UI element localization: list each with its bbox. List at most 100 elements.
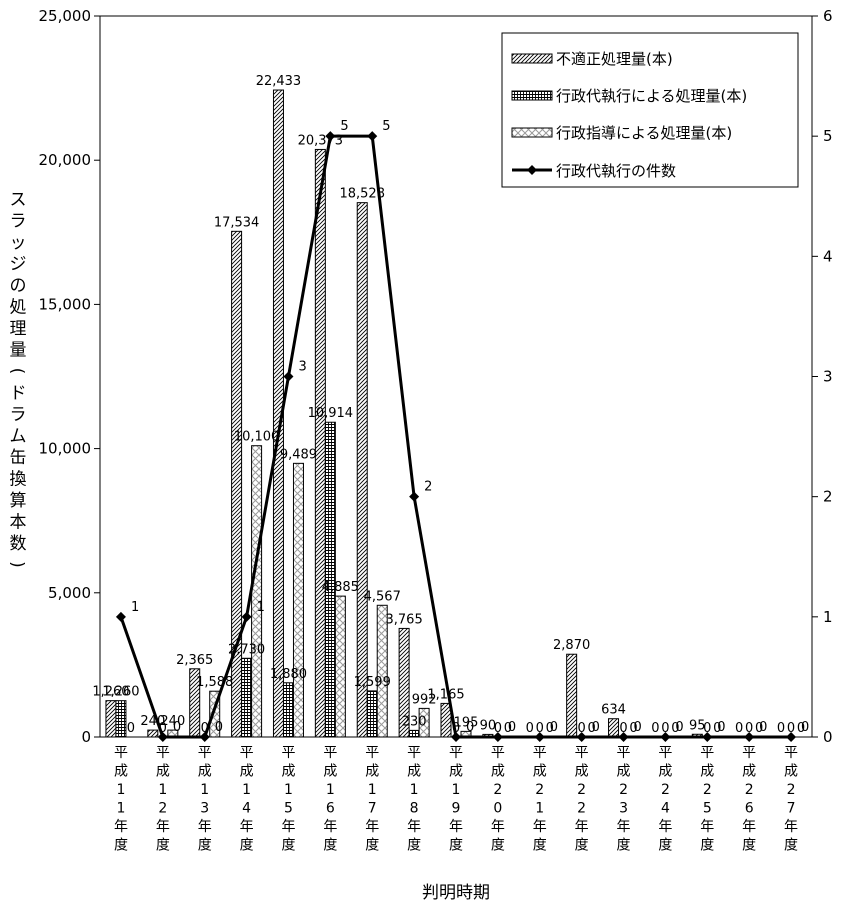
category-char: 2 [577, 782, 586, 798]
category-char: 成 [449, 764, 463, 780]
category-char: 平 [700, 745, 714, 761]
category-char: 度 [114, 838, 128, 854]
bar-guidance-label: 9,489 [280, 447, 317, 462]
bar-guidance [292, 462, 304, 738]
category-char: 年 [323, 819, 337, 835]
bar-improper [608, 718, 620, 738]
category-char: 度 [323, 838, 337, 854]
category-char: 1 [158, 782, 167, 798]
bar-execution-label: 1,880 [270, 667, 307, 682]
category-char: 度 [156, 838, 170, 854]
right-tick-label: 3 [823, 368, 833, 386]
bar-execution [408, 729, 420, 738]
x-axis-title: 判明時期 [422, 883, 490, 903]
bar-improper-label: 17,534 [214, 215, 260, 230]
category-char: 成 [323, 764, 337, 780]
bar-improper-label: 0 [777, 721, 785, 736]
category-char: 平 [114, 745, 128, 761]
category-label: 平成 1 8 年度 [407, 745, 421, 854]
bar-execution [241, 657, 253, 738]
category-char: 6 [745, 801, 754, 817]
bar-execution-label: 1,260 [102, 685, 139, 700]
category-label: 平成 2 5 年度 [700, 745, 714, 854]
x-axis-categories: 平成 1 1 年度 平成 1 2 年度 平成 1 3 年度 平成 1 4 年度 平成 1 5 年度 平成 1 6 年度 平成 1 7… [114, 745, 798, 854]
category-label: 平成 2 7 年度 [784, 745, 798, 854]
left-tick-label: 25,000 [39, 7, 92, 25]
category-char: 成 [533, 764, 547, 780]
category-char: 度 [658, 838, 672, 854]
category-char: 度 [700, 838, 714, 854]
category-char: 成 [742, 764, 756, 780]
bar-improper-label: 95 [689, 718, 706, 733]
category-char: 平 [407, 745, 421, 761]
category-char: 2 [577, 801, 586, 817]
count-point [451, 732, 461, 742]
category-char: 1 [452, 782, 461, 798]
left-tick-label: 10,000 [39, 440, 92, 458]
category-char: 2 [619, 782, 628, 798]
count-point-label: 5 [382, 119, 390, 134]
count-point [618, 732, 629, 742]
category-char: 7 [787, 801, 796, 817]
count-point-label: 0 [759, 720, 767, 735]
bar-improper [440, 702, 452, 738]
category-char: 平 [533, 745, 547, 761]
category-label: 平成 1 7 年度 [365, 745, 379, 854]
bar-improper-label: 90 [480, 718, 497, 733]
count-point-label: 0 [550, 720, 558, 735]
category-char: 度 [449, 838, 463, 854]
count-point-label: 0 [801, 720, 809, 735]
category-char: 度 [281, 838, 295, 854]
category-char: 成 [617, 764, 631, 780]
category-char: 5 [284, 801, 293, 817]
category-char: 年 [365, 819, 379, 835]
y-axis-title-char: の [10, 276, 27, 296]
category-label: 平成 2 0 年度 [491, 745, 505, 854]
y-axis-title-char: 本 [10, 513, 27, 533]
category-char: 2 [158, 801, 167, 817]
category-char: 年 [281, 819, 295, 835]
legend-label-improper: 不適正処理量(本) [556, 50, 673, 68]
bar-guidance-label: 0 [127, 721, 135, 736]
bar-guidance [334, 595, 346, 738]
bar-guidance-label: 992 [412, 692, 437, 707]
y-axis-title-char: 算 [10, 491, 27, 511]
category-char: 1 [242, 782, 251, 798]
bar-improper-label: 2,365 [176, 653, 213, 668]
count-point-label: 3 [298, 360, 306, 375]
category-label: 平成 2 3 年度 [617, 745, 631, 854]
bar-execution-label: 230 [402, 714, 427, 729]
y-axis-title-char: ッ [10, 233, 27, 253]
y-axis-title-char: 処 [10, 298, 27, 318]
category-char: 年 [658, 819, 672, 835]
category-label: 平成 2 1 年度 [533, 745, 547, 854]
bar-improper-label: 22,433 [256, 74, 302, 89]
category-char: 1 [284, 782, 293, 798]
bar-improper [356, 202, 368, 738]
count-point [786, 732, 797, 742]
bar-improper [231, 230, 243, 738]
category-char: 平 [491, 745, 505, 761]
category-char: 平 [281, 745, 295, 761]
category-label: 平成 1 5 年度 [281, 745, 295, 854]
bar-improper [314, 148, 326, 738]
category-char: 平 [198, 745, 212, 761]
count-point-label: 5 [340, 119, 348, 134]
y-axis-title-char: ジ [10, 255, 27, 275]
count-point-label: 0 [634, 720, 642, 735]
bar-execution-label: 0 [619, 721, 627, 736]
bar-guidance-label: 0 [671, 721, 679, 736]
category-char: 年 [575, 819, 589, 835]
left-tick-label: 20,000 [39, 151, 92, 169]
count-point [702, 732, 713, 742]
count-point-label: 0 [508, 720, 516, 735]
count-point [534, 732, 545, 742]
bar-improper-label: 0 [651, 721, 659, 736]
category-char: 成 [784, 764, 798, 780]
category-char: 年 [491, 819, 505, 835]
category-char: 3 [200, 801, 209, 817]
category-char: 年 [156, 819, 170, 835]
right-axis: 0 1 2 3 4 5 6 [812, 7, 833, 746]
